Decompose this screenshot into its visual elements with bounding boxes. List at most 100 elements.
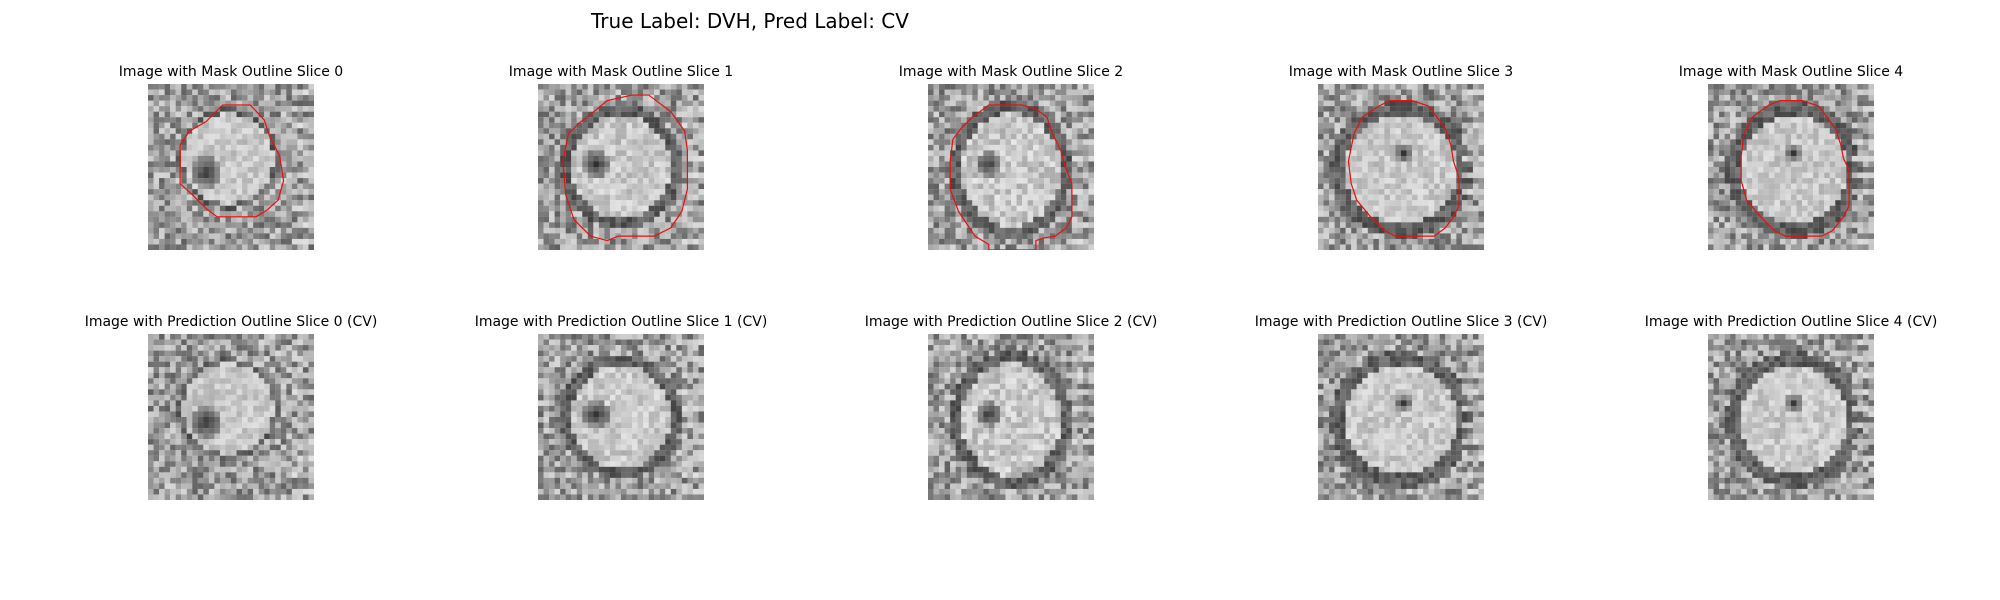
image-pixel: [148, 238, 154, 245]
image-pixel: [1077, 200, 1084, 206]
image-pixel: [665, 244, 671, 250]
image-pixel: [1082, 244, 1089, 250]
image-pixel: [192, 106, 198, 112]
image-pixel: [297, 350, 304, 357]
image-pixel: [1818, 183, 1825, 190]
image-pixel: [1362, 211, 1368, 217]
image-pixel: [1774, 111, 1781, 118]
image-pixel: [1423, 100, 1429, 107]
image-pixel: [1049, 95, 1056, 101]
image-pixel: [1340, 100, 1346, 107]
image-pixel: [1730, 133, 1736, 140]
image-pixel: [286, 205, 292, 212]
image-pixel: [302, 350, 309, 357]
image-pixel: [1857, 183, 1864, 190]
image-pixel: [1730, 167, 1736, 173]
image-pixel: [186, 383, 193, 390]
image-pixel: [643, 139, 649, 145]
image-pixel: [208, 216, 215, 223]
image-pixel: [286, 128, 292, 134]
image-pixel: [280, 361, 287, 368]
image-pixel: [1868, 144, 1874, 151]
image-pixel: [1818, 189, 1825, 195]
image-pixel: [983, 111, 989, 118]
image-pixel: [231, 100, 237, 107]
image-pixel: [181, 100, 187, 107]
image-pixel: [966, 227, 973, 234]
image-pixel: [1005, 100, 1012, 107]
image-pixel: [1779, 155, 1786, 162]
image-pixel: [192, 372, 198, 379]
image-pixel: [576, 155, 583, 162]
image-pixel: [1362, 133, 1368, 140]
image-pixel: [214, 144, 221, 151]
image-pixel: [1395, 150, 1402, 157]
image-pixel: [208, 211, 215, 217]
image-pixel: [966, 139, 973, 145]
image-pixel: [1389, 122, 1396, 129]
image-pixel: [933, 233, 940, 240]
image-pixel: [1779, 128, 1786, 134]
image-pixel: [1384, 139, 1391, 145]
image-pixel: [1384, 194, 1391, 201]
image-pixel: [175, 150, 182, 157]
image-pixel: [1340, 222, 1346, 228]
image-pixel: [1088, 200, 1094, 206]
image-pixel: [1813, 89, 1819, 96]
image-pixel: [291, 350, 298, 357]
image-pixel: [560, 167, 566, 173]
image-pixel: [1362, 144, 1368, 151]
image-pixel: [258, 233, 265, 240]
image-pixel: [654, 100, 660, 107]
image-pixel: [208, 405, 215, 412]
image-pixel: [1011, 238, 1017, 245]
image-pixel: [966, 183, 973, 190]
image-pixel: [1779, 172, 1786, 179]
image-pixel: [1011, 161, 1017, 168]
image-pixel: [988, 216, 995, 223]
image-pixel: [148, 345, 154, 351]
image-pixel: [955, 244, 962, 250]
image-pixel: [1044, 222, 1050, 228]
image-pixel: [928, 238, 934, 245]
image-pixel: [1807, 216, 1814, 223]
image-pixel: [615, 200, 622, 206]
image-pixel: [214, 111, 221, 118]
image-pixel: [1044, 84, 1050, 90]
image-pixel: [253, 334, 259, 340]
image-pixel: [302, 222, 309, 228]
image-pixel: [1016, 155, 1023, 162]
image-pixel: [565, 183, 572, 190]
image-pixel: [692, 161, 699, 168]
image-pixel: [582, 155, 588, 162]
image-pixel: [676, 106, 682, 112]
image-pixel: [1730, 122, 1736, 129]
image-pixel: [302, 189, 309, 195]
image-pixel: [1022, 95, 1028, 101]
image-pixel: [208, 389, 215, 395]
image-pixel: [593, 144, 599, 151]
image-pixel: [1362, 200, 1368, 206]
image-pixel: [302, 111, 309, 118]
image-pixel: [1752, 200, 1758, 206]
image-pixel: [308, 106, 314, 112]
image-pixel: [604, 227, 611, 234]
image-pixel: [302, 178, 309, 184]
image-pixel: [1746, 84, 1753, 90]
image-pixel: [983, 183, 989, 190]
image-pixel: [170, 411, 176, 418]
image-pixel: [1824, 144, 1830, 151]
image-pixel: [999, 194, 1006, 201]
image-pixel: [939, 211, 945, 217]
image-pixel: [676, 117, 682, 123]
image-pixel: [543, 122, 550, 129]
image-pixel: [297, 400, 304, 407]
image-pixel: [1351, 150, 1357, 157]
image-pixel: [1005, 84, 1012, 90]
image-pixel: [681, 178, 688, 184]
image-pixel: [1033, 89, 1039, 96]
image-pixel: [208, 417, 215, 423]
image-pixel: [939, 128, 945, 134]
image-pixel: [308, 167, 314, 173]
image-pixel: [225, 100, 232, 107]
